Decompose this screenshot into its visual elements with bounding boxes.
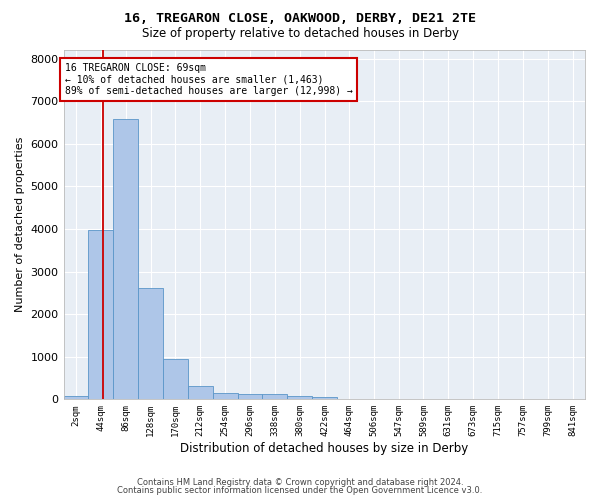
X-axis label: Distribution of detached houses by size in Derby: Distribution of detached houses by size … <box>180 442 469 455</box>
Bar <box>64 396 88 400</box>
Text: 16 TREGARON CLOSE: 69sqm
← 10% of detached houses are smaller (1,463)
89% of sem: 16 TREGARON CLOSE: 69sqm ← 10% of detach… <box>65 63 353 96</box>
Bar <box>138 288 163 400</box>
Bar <box>287 396 312 400</box>
Bar <box>312 397 337 400</box>
Y-axis label: Number of detached properties: Number of detached properties <box>15 137 25 312</box>
Text: Contains HM Land Registry data © Crown copyright and database right 2024.: Contains HM Land Registry data © Crown c… <box>137 478 463 487</box>
Bar <box>188 386 212 400</box>
Bar <box>262 394 287 400</box>
Text: 16, TREGARON CLOSE, OAKWOOD, DERBY, DE21 2TE: 16, TREGARON CLOSE, OAKWOOD, DERBY, DE21… <box>124 12 476 26</box>
Bar <box>88 230 113 400</box>
Text: Contains public sector information licensed under the Open Government Licence v3: Contains public sector information licen… <box>118 486 482 495</box>
Bar <box>212 394 238 400</box>
Text: Size of property relative to detached houses in Derby: Size of property relative to detached ho… <box>142 28 458 40</box>
Bar <box>163 359 188 400</box>
Bar <box>238 394 262 400</box>
Bar <box>113 119 138 400</box>
